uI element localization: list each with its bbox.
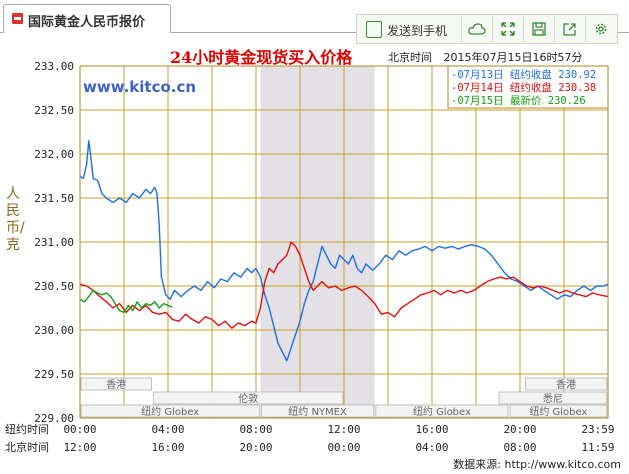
x-tick-bj: 08:00 xyxy=(503,441,536,454)
x-tick-ny: 04:00 xyxy=(151,423,184,436)
x-tick-ny: 23:59 xyxy=(581,423,614,436)
session-label: 悉尼 xyxy=(543,393,563,405)
y-tick-label: 232.00 xyxy=(34,148,74,161)
y-tick-label: 232.50 xyxy=(34,104,74,117)
session-bar xyxy=(80,377,152,391)
x-row-label-ny: 纽约时间 xyxy=(5,422,49,436)
x-tick-bj: 20:00 xyxy=(239,441,272,454)
watermark: www.kitco.cn xyxy=(83,78,196,96)
datetime-row: 北京时间 2015年07月15日16时57分 xyxy=(388,49,590,65)
session-bar xyxy=(525,377,608,391)
y-tick-label: 230.50 xyxy=(34,280,74,293)
save-icon xyxy=(531,22,546,36)
x-tick-bj: 12:00 xyxy=(63,441,96,454)
x-tick-ny: 16:00 xyxy=(415,423,448,436)
chart-tab[interactable]: 国际黄金人民币报价 xyxy=(3,4,171,33)
phone-icon xyxy=(366,21,382,38)
expand-button[interactable] xyxy=(492,16,524,42)
y-tick-label: 233.00 xyxy=(34,60,74,73)
save-button[interactable] xyxy=(523,16,555,42)
legend-entry: -07月13日 纽约收盘 230.92 xyxy=(451,68,596,81)
x-tick-ny: 08:00 xyxy=(239,423,272,436)
tab-divider xyxy=(0,32,629,33)
x-tick-ny: 00:00 xyxy=(63,423,96,436)
session-bar xyxy=(260,404,375,418)
series-line-07月15日 xyxy=(79,289,173,314)
y-tick-label: 231.50 xyxy=(34,192,74,205)
x-tick-bj: 04:00 xyxy=(415,441,448,454)
series-line-07月14日 xyxy=(79,241,608,329)
y-tick-label: 229.00 xyxy=(34,412,74,425)
y-axis-label: 人民币/克 xyxy=(6,186,25,253)
x-tick-ny: 12:00 xyxy=(327,423,360,436)
session-bar xyxy=(509,404,608,418)
x-tick-ny: 20:00 xyxy=(503,423,536,436)
timezone-label: 北京时间 xyxy=(388,51,432,64)
x-tick-bj: 00:00 xyxy=(327,441,360,454)
y-tick-label: 230.00 xyxy=(34,324,74,337)
session-bar xyxy=(80,404,260,418)
session-label: 纽约 Globex xyxy=(529,405,587,418)
x-tick-bj: 16:00 xyxy=(151,441,184,454)
session-bar xyxy=(498,391,608,405)
share-icon xyxy=(562,23,576,36)
share-button[interactable] xyxy=(554,16,586,42)
chart-title: 24小时黄金现货买入价格 xyxy=(170,48,353,67)
data-source: 数据来源: http://www.kitco.com xyxy=(453,458,621,471)
expand-icon xyxy=(500,22,515,36)
session-label: 纽约 Globex xyxy=(413,405,471,418)
gear-icon xyxy=(595,23,606,35)
plot-frame xyxy=(79,65,609,419)
datetime-value: 2015年07月15日16时57分 xyxy=(443,51,583,64)
legend-box xyxy=(447,65,609,109)
session-label: 纽约 Globex xyxy=(141,405,199,418)
settings-button[interactable] xyxy=(585,16,616,42)
cloud-icon xyxy=(467,23,486,35)
session-label: 伦敦 xyxy=(238,392,258,405)
cloud-button[interactable] xyxy=(461,16,493,42)
x-tick-bj: 11:59 xyxy=(581,441,614,454)
chart-tab-icon xyxy=(12,13,23,24)
chart-tab-title: 国际黄金人民币报价 xyxy=(28,15,146,30)
chart-toolbar: 发送到手机 xyxy=(356,14,618,44)
send-to-phone-button[interactable]: 发送到手机 xyxy=(357,16,462,42)
session-label: 纽约 NYMEX xyxy=(288,405,347,418)
session-label: 香港 xyxy=(556,379,576,391)
session-bar xyxy=(375,404,509,418)
x-row-label-bj: 北京时间 xyxy=(5,440,49,454)
send-to-phone-label: 发送到手机 xyxy=(387,24,448,38)
series-line-07月13日 xyxy=(79,140,609,362)
session-label: 香港 xyxy=(106,379,126,391)
y-tick-label: 229.50 xyxy=(34,368,74,381)
y-tick-label: 231.00 xyxy=(34,236,74,249)
legend-entry: -07月15日 最新价 230.26 xyxy=(451,94,586,107)
legend-entry: -07月14日 纽约收盘 230.38 xyxy=(451,81,596,94)
session-bar xyxy=(153,391,344,405)
